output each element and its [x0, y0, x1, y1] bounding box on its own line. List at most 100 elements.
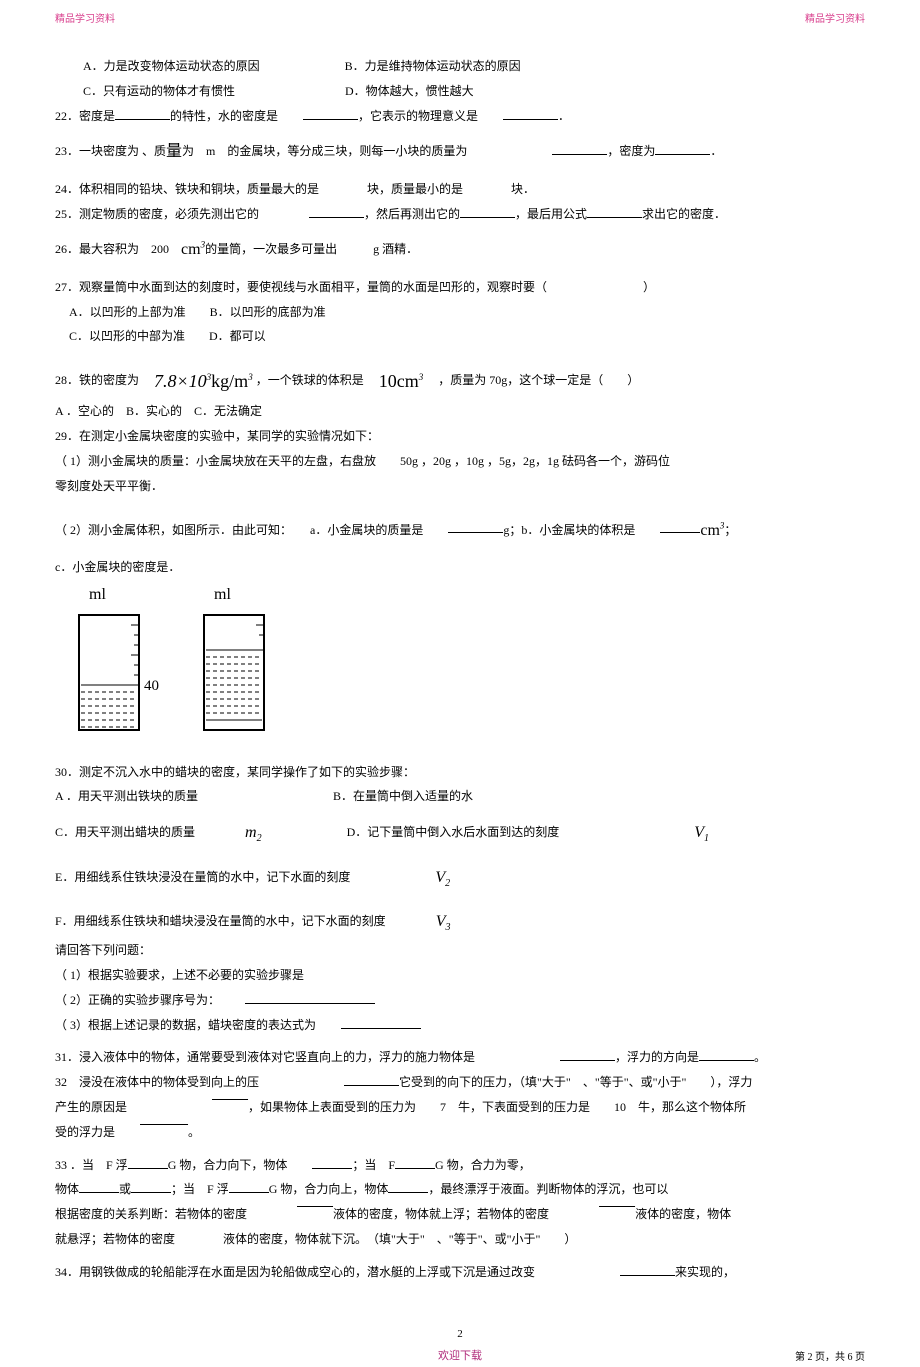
beaker-figure: ml 40 ml: [69, 585, 865, 753]
cm3-unit: cm3: [181, 235, 205, 265]
q32-l2a: 产生的原因是: [55, 1100, 127, 1114]
q33-l1b: G 物，合力向下，物体: [168, 1158, 288, 1172]
q29-1b: 零刻度处天平平衡．: [55, 475, 865, 498]
water-left: [81, 685, 137, 727]
q33-l3: 根据密度的关系判断：若物体的密度 液体的密度，物体就上浮；若物体的密度 液体的密…: [55, 1203, 865, 1226]
q27: 27．观察量筒中水面到达的刻度时，要使视线与水面相平，量筒的水面是凹形的，观察时…: [55, 276, 865, 299]
q30-a-b: A ．用天平测出铁块的质量B．在量筒中倒入适量的水: [55, 785, 865, 808]
q30-e-text: E．用细线系住铁块浸没在量筒的水中，记下水面的刻度: [55, 869, 350, 883]
opt-d: D．物体越大，惯性越大: [345, 84, 474, 98]
q30-d: D．记下量筒中倒入水后水面到达的刻度: [347, 825, 560, 839]
q24: 24．体积相同的铅块、铁块和铜块，质量最大的是 块，质量最小的是 块．: [55, 178, 865, 201]
q23-pre: 23．一块密度为 、质量为 m 的金属块，等分成三块，则每一小块的质量为: [55, 144, 467, 158]
q27-cd: C．以凹形的中部为准 D．都可以: [55, 325, 865, 348]
q33-l3c: 液体的密度，物体: [635, 1207, 731, 1221]
cm3-2: cm3: [700, 516, 724, 546]
q32-l3-text: 受的浮力是: [55, 1125, 115, 1139]
q34-pre: 34．用钢铁做成的轮船能浮在水面是因为轮船做成空心的，潜水艇的上浮或下沉是通过改…: [55, 1265, 535, 1279]
footer-center: 欢迎下载: [438, 1346, 482, 1367]
ml-label-2: ml: [214, 586, 231, 603]
q29-2-pre: （ 2）测小金属体积，如图所示．由此可知： a．小金属块的质量是: [55, 522, 423, 536]
q30-e: E．用细线系住铁块浸没在量筒的水中，记下水面的刻度 V2: [55, 863, 865, 893]
q33-l3a: 根据密度的关系判断：若物体的密度: [55, 1207, 247, 1221]
header-left: 精品学习资料: [55, 10, 115, 29]
q29-2b: g；b．小金属块的体积是: [503, 522, 635, 536]
v3-var: V3: [436, 907, 451, 937]
q25-end: 求出它的密度．: [642, 207, 726, 221]
q31-mid: ，浮力的方向是: [615, 1050, 699, 1064]
q34-end: 来实现的，: [675, 1265, 735, 1279]
q33-l2b: 或: [119, 1182, 131, 1196]
q29-1a: （ 1）测小金属块的质量：小金属块放在天平的左盘，右盘放 50g ，20g ，1…: [55, 450, 865, 473]
footer: 2 欢迎下载 第 2 页，共 6 页: [55, 1324, 865, 1345]
ml-label-1: ml: [89, 586, 106, 603]
q26-mid: 的量筒，一次最多可量出 g 酒精．: [205, 242, 418, 256]
q30-f-text: F．用细线系住铁块和蜡块浸没在量筒的水中，记下水面的刻度: [55, 914, 386, 928]
q29-2: （ 2）测小金属体积，如图所示．由此可知： a．小金属块的质量是 g；b．小金属块…: [55, 516, 865, 546]
q30-a: A ．用天平测出铁块的质量: [55, 789, 198, 803]
m2-var: m2: [245, 818, 262, 848]
v1-var: V1: [694, 818, 709, 848]
q28-pre: 28．铁的密度为: [55, 373, 151, 387]
q22-mid1: 的特性，水的密度是: [170, 109, 278, 123]
q26-pre: 26．最大容积为 200: [55, 242, 181, 256]
q30-q3-text: （ 3）根据上述记录的数据，蜡块密度的表达式为: [55, 1018, 316, 1032]
q25: 25．测定物质的密度，必须先测出它的 ，然后再测出它的 ，最后用公式 求出它的密度．: [55, 203, 865, 226]
q32-l1: 32 浸没在液体中的物体受到向上的压它受到的向下的压力，（填"大于" 、"等于"…: [55, 1071, 865, 1094]
q33-l3b: 液体的密度，物体就上浮；若物体的密度: [333, 1207, 549, 1221]
q30-q3: （ 3）根据上述记录的数据，蜡块密度的表达式为: [55, 1014, 865, 1037]
q33-l2a: 物体: [55, 1182, 79, 1196]
q32-l1a: 32 浸没在液体中的物体受到向上的压: [55, 1075, 259, 1089]
q30-q2: （ 2）正确的实验步骤序号为：: [55, 989, 865, 1012]
q31: 31．浸入液体中的物体，通常要受到液体对它竖直向上的力，浮力的施力物体是 ，浮力的…: [55, 1046, 865, 1069]
q31-end: 。: [754, 1050, 766, 1064]
q28-mid: ，一个铁球的体积是: [256, 373, 376, 387]
density-formula: 7.8×103kg/m3: [154, 364, 253, 398]
q32-l3: 受的浮力是 。: [55, 1121, 865, 1144]
opt-b: B．力是维持物体运动状态的原因: [345, 59, 521, 73]
q33-l1: 33 ．当 F 浮 G 物，合力向下，物体 ；当 F G 物，合力为零，: [55, 1154, 865, 1177]
q33-l1c: ；当 F: [352, 1158, 395, 1172]
q33-l4: 就悬浮；若物体的密度 液体的密度，物体就下沉。 （填"大于" 、"等于"、或"小…: [55, 1228, 865, 1251]
q23-end: ．: [710, 144, 722, 158]
q33-l1d: G 物，合力为零，: [435, 1158, 531, 1172]
q26: 26．最大容积为 200 cm3的量筒，一次最多可量出 g 酒精．: [55, 235, 865, 265]
v2-var: V2: [435, 863, 450, 893]
document-body: A．力是改变物体运动状态的原因 B．力是维持物体运动状态的原因 C．只有运动的物体…: [55, 55, 865, 1345]
footer-right: 第 2 页，共 6 页: [795, 1348, 865, 1367]
q21-opt-a-b: A．力是改变物体运动状态的原因 B．力是维持物体运动状态的原因: [55, 55, 865, 78]
q33-l1a: 33 ．当 F 浮: [55, 1158, 128, 1172]
q33-l2: 物体或；当 F 浮G 物，合力向上，物体，最终漂浮于液面。判断物体的浮沉，也可以: [55, 1178, 865, 1201]
water-right: [206, 650, 262, 720]
q22: 22．密度是的特性，水的密度是，它表示的物理意义是．: [55, 105, 865, 128]
level-40: 40: [144, 678, 159, 694]
q23-mid: ，密度为: [607, 144, 655, 158]
q30-q1: （ 1）根据实验要求，上述不必要的实验步骤是: [55, 964, 865, 987]
opt-a: A．力是改变物体运动状态的原因: [83, 59, 260, 73]
q33-l2c: ；当 F 浮: [171, 1182, 229, 1196]
q28-opts: A ．空心的 B．实心的 C．无法确定: [55, 400, 865, 423]
q25-m2: ，最后用公式: [515, 207, 587, 221]
q28: 28．铁的密度为 7.8×103kg/m3 ，一个铁球的体积是 10cm3 ，质…: [55, 364, 865, 398]
q25-pre: 25．测定物质的密度，必须先测出它的: [55, 207, 259, 221]
q33-l2e: ，最终漂浮于液面。判断物体的浮沉，也可以: [428, 1182, 668, 1196]
page-number: 2: [55, 1324, 865, 1345]
volume-formula: 10cm3: [379, 364, 424, 398]
q30-c: C．用天平测出蜡块的质量: [55, 825, 195, 839]
q23: 23．一块密度为 、质量为 m 的金属块，等分成三块，则每一小块的质量为 ，密度为…: [55, 137, 865, 167]
q28-post: ，质量为 70g，这个球一定是（ ）: [426, 373, 639, 387]
q30-ask: 请回答下列问题：: [55, 939, 865, 962]
q29-3: c．小金属块的密度是．: [55, 556, 865, 579]
q32-period: 。: [188, 1125, 200, 1139]
q34: 34．用钢铁做成的轮船能浮在水面是因为轮船做成空心的，潜水艇的上浮或下沉是通过改…: [55, 1261, 865, 1284]
q27-ab: A．以凹形的上部为准 B．以凹形的底部为准: [55, 301, 865, 324]
q30-f: F．用细线系住铁块和蜡块浸没在量筒的水中，记下水面的刻度 V3: [55, 907, 865, 937]
q29-2end: ；: [724, 522, 736, 536]
q22-mid2: ，它表示的物理意义是: [358, 109, 478, 123]
q21-opt-c-d: C．只有运动的物体才有惯性D．物体越大，惯性越大: [55, 80, 865, 103]
q32-l2b: ，如果物体上表面受到的压力为 7 牛，下表面受到的压力是 10 牛，那么这个物体…: [248, 1100, 746, 1114]
q30-q2-text: （ 2）正确的实验步骤序号为：: [55, 993, 220, 1007]
q25-m1: ，然后再测出它的: [364, 207, 460, 221]
q32-l2: 产生的原因是 ，如果物体上表面受到的压力为 7 牛，下表面受到的压力是 10 牛…: [55, 1096, 865, 1119]
q31-pre: 31．浸入液体中的物体，通常要受到液体对它竖直向上的力，浮力的施力物体是: [55, 1050, 475, 1064]
